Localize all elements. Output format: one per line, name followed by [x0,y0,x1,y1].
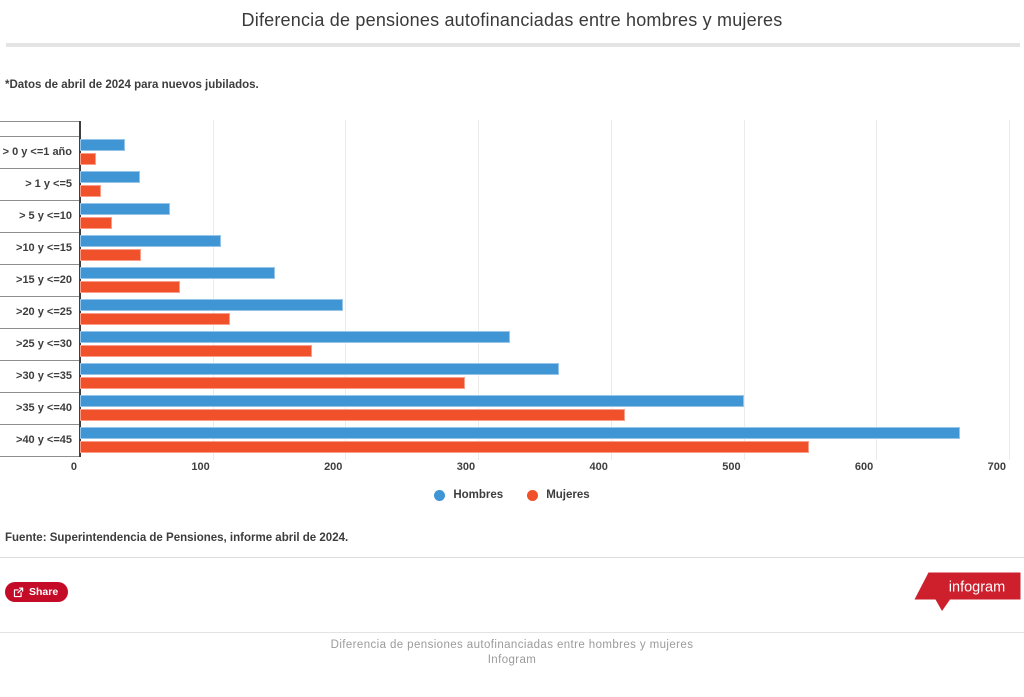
category-separator [0,328,80,329]
gridline-300 [478,120,480,460]
gridline-200 [345,120,347,460]
legend-item-mujeres[interactable]: Mujeres [527,489,590,501]
category-label: >15 y <=20 [16,274,72,286]
share-button[interactable]: Share [5,582,69,602]
gridline-500 [743,120,745,460]
category-separator [0,296,80,297]
bar-mujeres [80,185,102,197]
category-label: >30 y <=35 [16,370,72,382]
infogram-flag-icon: infogram [914,572,1021,611]
legend-dot-icon [527,489,539,501]
bar-hombres [80,299,343,311]
share-export-icon [13,587,24,597]
gridline-600 [876,120,878,460]
category-label: >35 y <=40 [16,402,72,414]
title-divider [6,43,1020,47]
category-separator [0,360,80,361]
bar-hombres [80,267,276,279]
x-tick-label: 300 [456,461,476,473]
footer-caption-title: Diferencia de pensiones autofinanciadas … [330,639,694,651]
bottom-divider [0,632,1024,633]
x-tick-label: 700 [987,461,1006,473]
source-note: Fuente: Superintendencia de Pensiones, i… [5,532,349,544]
bar-mujeres [80,409,626,421]
bar-mujeres [80,153,96,165]
bar-mujeres [80,217,112,229]
bar-hombres [80,363,560,375]
category-separator [0,264,80,265]
x-tick-label: 400 [589,461,608,473]
category-label: >40 y <=45 [16,434,72,446]
category-label: >20 y <=25 [16,306,72,318]
bar-mujeres [80,281,180,293]
bar-hombres [80,203,171,215]
infogram-logo[interactable]: infogram [914,571,1021,612]
gridline-100 [212,120,214,460]
bar-hombres [80,139,126,151]
gutter-top-line [0,121,80,122]
category-label: > 1 y <=5 [25,178,72,190]
bar-mujeres [80,313,230,325]
category-separator [0,456,80,457]
legend-label: Mujeres [546,489,590,501]
category-separator [0,168,80,169]
category-separator [0,424,80,425]
bar-hombres [80,395,744,407]
legend-label: Hombres [453,489,504,501]
share-button-label: Share [29,586,59,598]
bar-mujeres [80,249,142,261]
bar-mujeres [80,441,809,453]
bar-hombres [80,171,140,183]
footer-divider [0,557,1024,558]
gridline-700 [1009,120,1010,460]
x-tick-label: 100 [191,461,210,473]
x-tick-label: 500 [722,461,741,473]
legend-dot-icon [434,489,446,501]
category-separator [0,136,80,137]
page-title: Diferencia de pensiones autofinanciadas … [241,10,783,30]
bar-hombres [80,331,510,343]
bar-hombres [80,235,221,247]
x-tick-label: 0 [70,461,77,473]
chart-legend: Hombres Mujeres [0,489,1024,501]
category-separator [0,392,80,393]
category-label: > 0 y <=1 año [2,146,72,158]
legend-item-hombres[interactable]: Hombres [434,489,503,501]
category-label: >25 y <=30 [16,338,72,350]
footer-caption-brand: Infogram [487,654,537,666]
svg-text:infogram: infogram [949,580,1005,596]
bar-mujeres [80,377,465,389]
category-label: > 5 y <=10 [19,210,72,222]
category-separator [0,232,80,233]
category-label: >10 y <=15 [16,242,72,254]
category-separator [0,200,80,201]
x-tick-label: 600 [854,461,874,473]
bar-mujeres [80,345,313,357]
grouped-bar-chart: 0 100 200 300 400 500 600 700 > 0 y <=1 año > 1 y… [0,120,1024,478]
x-tick-label: 200 [324,461,343,473]
bar-hombres [80,427,960,439]
gridline-400 [610,120,612,460]
chart-subtitle: *Datos de abril de 2024 para nuevos jubi… [5,79,259,91]
footer-caption: Diferencia de pensiones autofinanciadas … [0,638,1024,668]
